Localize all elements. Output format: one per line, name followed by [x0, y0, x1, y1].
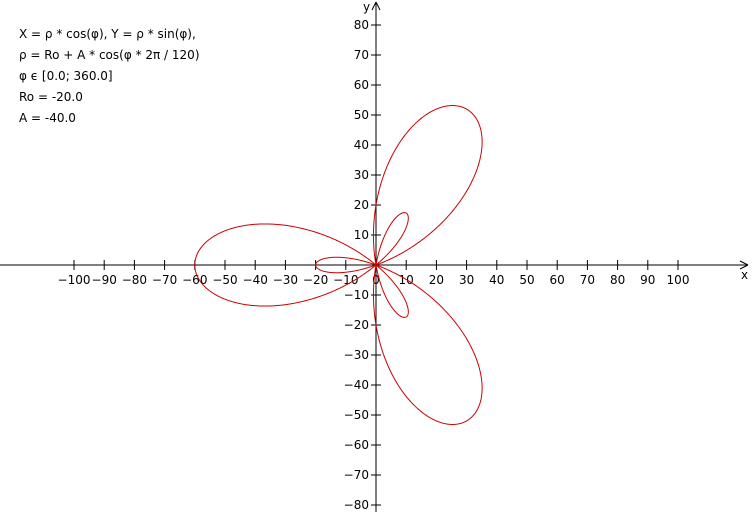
- y-tick-label: −60: [344, 438, 369, 452]
- x-tick-label: −70: [152, 273, 177, 287]
- x-tick-label: 100: [667, 273, 690, 287]
- x-axis-label: x: [741, 268, 748, 282]
- x-tick-label: 70: [580, 273, 595, 287]
- x-tick-label: −40: [243, 273, 268, 287]
- x-tick-label: −60: [182, 273, 207, 287]
- x-tick-label: 80: [610, 273, 625, 287]
- formula-line-rho: ρ = Ro + A * cos(φ * 2π / 120): [19, 48, 200, 62]
- curve-layer: [194, 105, 483, 425]
- y-tick-label: −40: [344, 378, 369, 392]
- x-tick-label: −50: [212, 273, 237, 287]
- x-tick-label: −100: [58, 273, 91, 287]
- x-tick-label: −90: [92, 273, 117, 287]
- y-tick-label: 30: [354, 168, 369, 182]
- x-tick-label: −80: [122, 273, 147, 287]
- formula-line-ro: Ro = -20.0: [19, 90, 83, 104]
- formula-line-phi-range: φ ϵ [0.0; 360.0]: [19, 69, 113, 83]
- y-tick-label: −80: [344, 498, 369, 512]
- polar-curve: [194, 105, 483, 425]
- x-tick-label: 90: [640, 273, 655, 287]
- x-tick-label: 20: [429, 273, 444, 287]
- x-tick-label: −20: [303, 273, 328, 287]
- y-tick-label: −20: [344, 318, 369, 332]
- ticks: −100 −90 −80 −70 −60 −50 −40 −30 −20 −10 0 10 20 30 40…: [58, 18, 690, 512]
- x-tick-label: 0: [372, 273, 380, 287]
- y-tick-label: 80: [354, 18, 369, 32]
- y-tick-label: 40: [354, 138, 369, 152]
- y-tick-label: −30: [344, 348, 369, 362]
- y-tick-label: −50: [344, 408, 369, 422]
- y-tick-label: 60: [354, 78, 369, 92]
- formula-line-a: A = -40.0: [19, 111, 76, 125]
- x-tick-label: 30: [459, 273, 474, 287]
- x-axis-arrow: [739, 260, 749, 270]
- y-tick-label: 50: [354, 108, 369, 122]
- y-tick-label: 70: [354, 48, 369, 62]
- y-tick-label: −70: [344, 468, 369, 482]
- formula-line-xy: X = ρ * cos(φ), Y = ρ * sin(φ),: [19, 27, 196, 41]
- x-tick-label: −30: [273, 273, 298, 287]
- axes: xy: [0, 0, 749, 512]
- x-tick-label: 40: [489, 273, 504, 287]
- x-tick-label: 60: [550, 273, 565, 287]
- y-axis-arrow: [371, 1, 381, 11]
- x-tick-label: −10: [333, 273, 358, 287]
- x-tick-label: 50: [519, 273, 534, 287]
- y-tick-label: −10: [344, 288, 369, 302]
- y-axis-label: y: [363, 0, 370, 14]
- y-tick-label: 20: [354, 198, 369, 212]
- y-tick-label: 10: [354, 228, 369, 242]
